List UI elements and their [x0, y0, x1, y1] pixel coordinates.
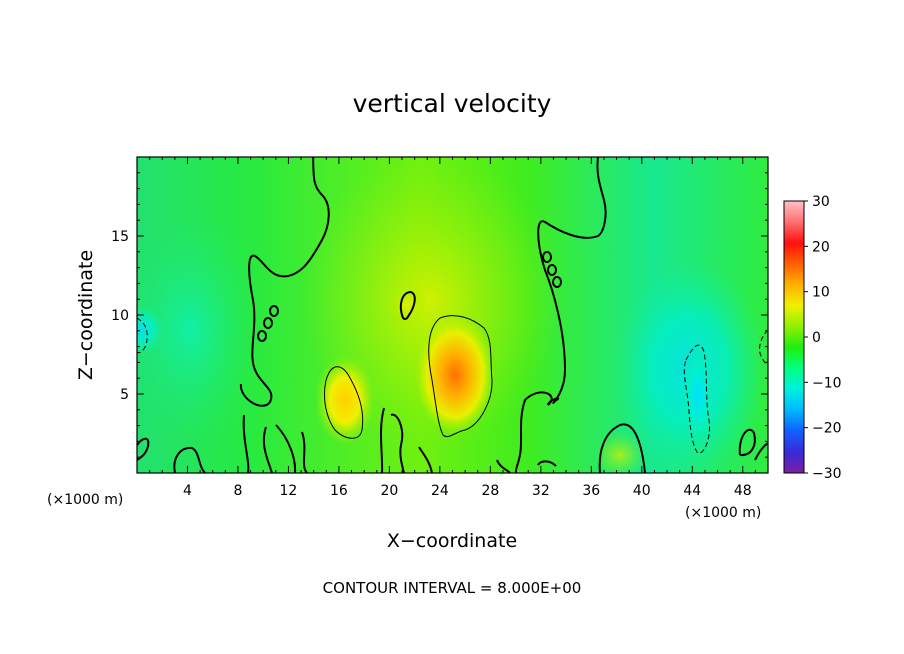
zero-contours	[137, 157, 768, 473]
plus8-contour-16km	[324, 366, 364, 439]
zero-contour-17	[173, 446, 206, 473]
zero-contour-15	[754, 442, 768, 461]
zero-contour-2	[242, 414, 250, 473]
plus8-contour-25km	[428, 315, 493, 438]
zero-contour-small-a	[257, 330, 267, 342]
positive-contours	[324, 315, 493, 439]
zero-contour-8	[418, 446, 433, 473]
x-tick-label: 8	[233, 483, 242, 499]
colorbar-tick-label: 30	[812, 194, 830, 210]
negative-contours	[137, 317, 768, 454]
x-tick-label: 4	[183, 483, 192, 499]
left-edge-downdraft	[137, 305, 164, 355]
colorbar-tick-label: 20	[812, 239, 830, 255]
zero-contour-12	[537, 460, 557, 467]
zero-contour-16	[137, 437, 150, 461]
zero-contour-4	[275, 424, 297, 473]
updraft-core-38km	[595, 433, 645, 473]
zero-contour-6	[380, 407, 385, 473]
colorbar	[784, 201, 804, 473]
colorbar-ticks: 30 20 10 0 −10 −20 −30	[804, 194, 842, 482]
x-tick-label: 44	[683, 483, 701, 499]
zero-contour-3	[262, 426, 273, 473]
x-tick-label: 12	[280, 483, 298, 499]
x-tick-label: 36	[582, 483, 600, 499]
y-tick-label: 5	[120, 387, 129, 403]
zero-contour-small-d	[542, 251, 552, 263]
x-tick-label: 32	[532, 483, 550, 499]
updraft-core-25km	[415, 315, 495, 435]
left-weak-downdraft-region	[137, 210, 260, 450]
zero-contour-small-b	[263, 317, 273, 329]
velocity-field	[137, 157, 768, 473]
zero-contour-11	[496, 459, 511, 473]
zero-contour-small-g	[399, 290, 416, 320]
zero-contour-14	[738, 428, 756, 457]
minus8-contour-right	[759, 329, 768, 366]
x-tick-label: 20	[380, 483, 398, 499]
zero-contour-small-c	[269, 305, 279, 317]
zero-contour-7	[390, 413, 405, 473]
zero-contour-10	[514, 391, 553, 473]
x-unit-label-left: (×1000 m)	[47, 492, 123, 508]
zero-contour-5	[301, 431, 308, 473]
x-tick-label: 16	[330, 483, 348, 499]
x-unit-label-right: (×1000 m)	[685, 505, 761, 521]
chart-title: vertical velocity	[353, 89, 552, 118]
colorbar-tick-label: 10	[812, 285, 830, 301]
x-tick-label: 48	[734, 483, 752, 499]
y-tick-label: 10	[111, 308, 129, 324]
y-tick-label: 15	[111, 229, 129, 245]
updraft-core-21km	[387, 283, 427, 327]
zero-contour-13	[598, 423, 646, 473]
colorbar-tick-label: 0	[812, 330, 821, 346]
colorbar-tick-label: −10	[812, 375, 842, 391]
x-tick-label: 28	[481, 483, 499, 499]
zero-contour-1	[239, 157, 330, 407]
colorbar-tick-label: −20	[812, 421, 842, 437]
colorbar-tick-label: −30	[812, 466, 842, 482]
minus8-contour-44km	[683, 344, 711, 454]
zero-contour-9	[537, 157, 607, 406]
contour-interval-text: CONTOUR INTERVAL = 8.000E+00	[323, 579, 582, 597]
x-tick-label: 40	[633, 483, 651, 499]
x-axis-ticks: 4 8 12 16 20 24 28 32 36 40 44 48	[149, 157, 756, 499]
updraft-core-16km	[315, 355, 375, 445]
x-axis-title: X−coordinate	[387, 530, 517, 552]
zero-contour-small-f	[552, 276, 562, 288]
zero-contour-small-e	[547, 264, 557, 276]
y-axis-title: Z−coordinate	[75, 250, 97, 380]
minus8-contour-left	[137, 317, 148, 354]
y-axis-ticks: 5 10 15	[111, 172, 768, 458]
x-tick-label: 24	[431, 483, 449, 499]
